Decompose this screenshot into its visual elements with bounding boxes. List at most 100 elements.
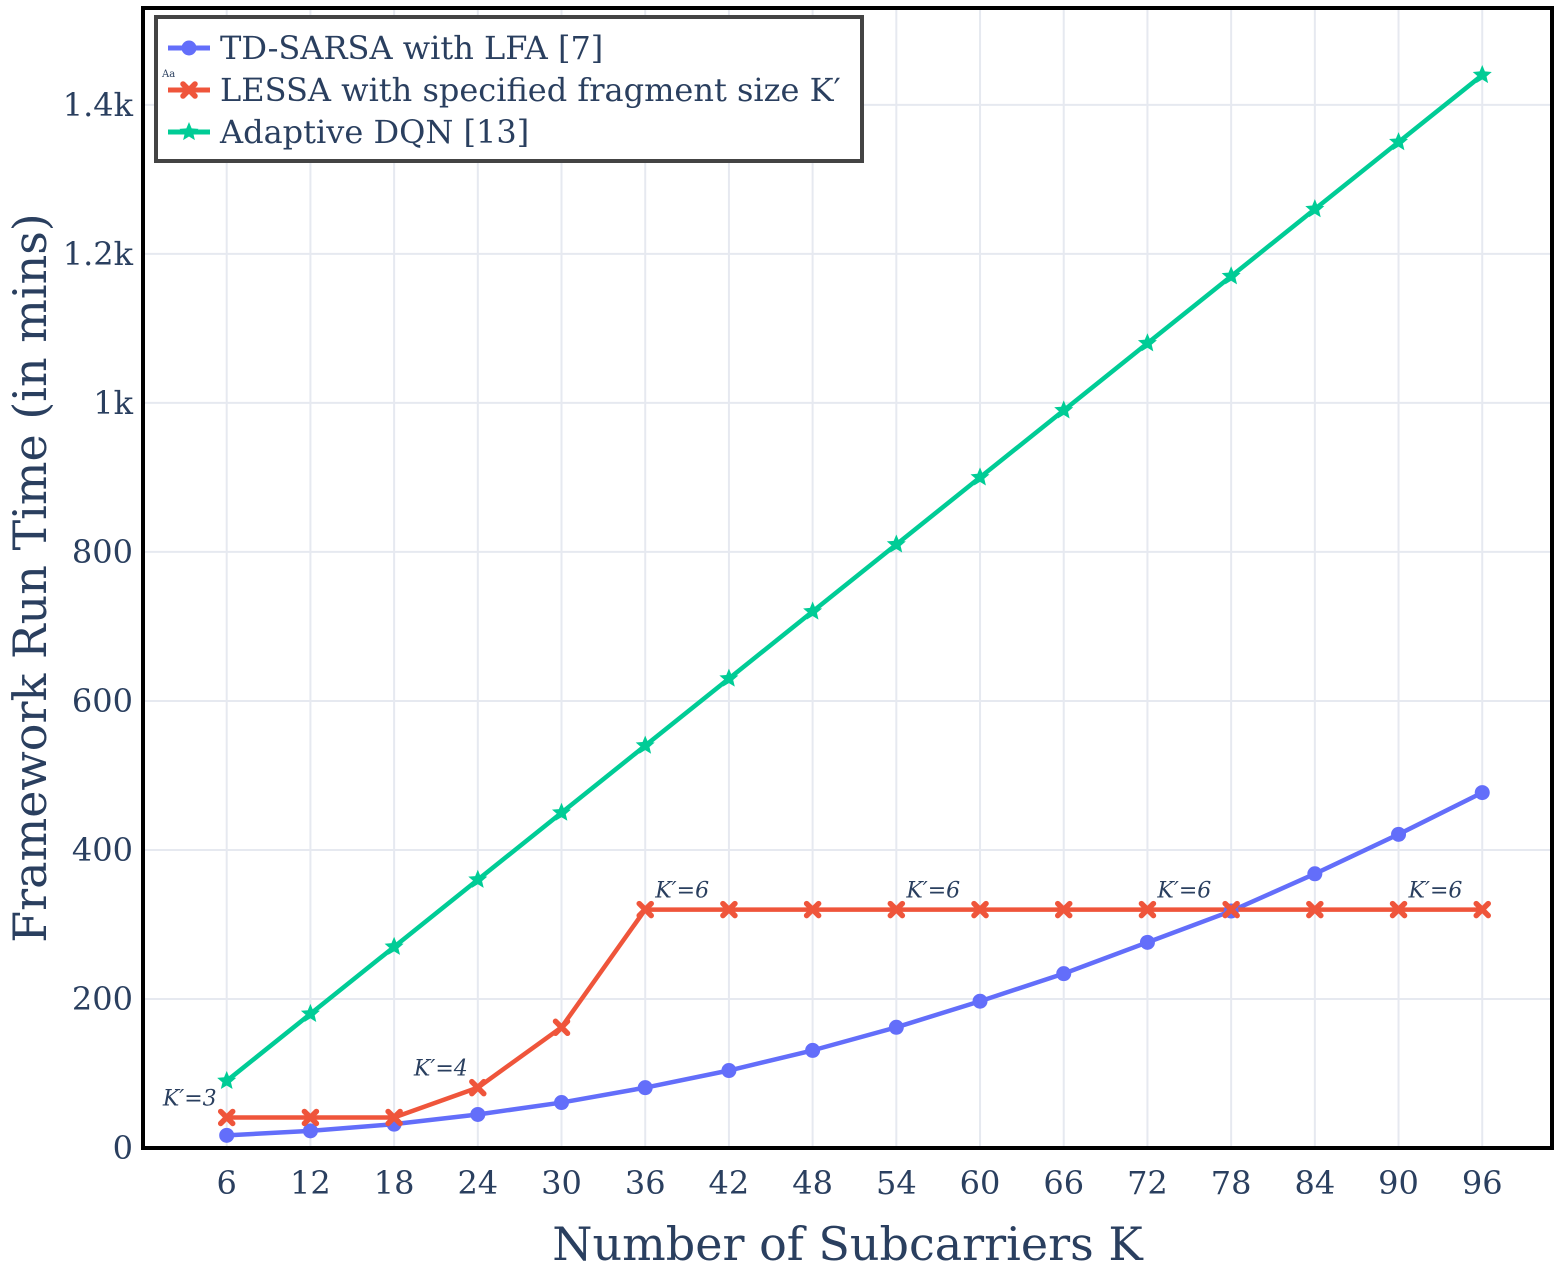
data-point (888, 1019, 904, 1035)
x-tick-label: 6 (217, 1164, 237, 1202)
x-tick-label: 48 (792, 1164, 833, 1202)
x-marker-stroke (1389, 900, 1408, 919)
legend-swatch-marker (179, 122, 199, 141)
annotation-label: K′=3 (162, 1086, 217, 1111)
data-point (1054, 900, 1073, 919)
annotation-label: K′=6 (1156, 879, 1211, 904)
data-point (972, 993, 988, 1009)
y-tick-label: 0 (113, 1129, 133, 1167)
data-point (803, 601, 823, 620)
x-tick-label: 60 (960, 1164, 1001, 1202)
data-point (554, 1095, 570, 1111)
x-marker-stroke (636, 900, 654, 919)
annotation-label: K′=6 (905, 879, 960, 904)
x-tick-label: 66 (1043, 1164, 1084, 1202)
data-point (1054, 400, 1074, 419)
data-point (1307, 866, 1323, 882)
data-point (1137, 333, 1157, 352)
x-tick-label: 54 (876, 1164, 917, 1202)
y-axis-title: Framework Run Time (in mins) (3, 213, 57, 943)
data-point (217, 1070, 237, 1090)
x-tick-label: 78 (1211, 1164, 1252, 1202)
y-tick-label: 1k (93, 384, 133, 422)
x-marker-stroke (971, 900, 989, 919)
data-point (886, 534, 906, 553)
data-point (384, 936, 404, 955)
data-point (971, 900, 989, 919)
legend-box (154, 15, 864, 163)
tick-labels: 6 12 18 24 30 36 42 48 54 60 66 72 78 84 90 96 0 200 400 60… (63, 86, 1503, 1202)
data-point (1391, 826, 1407, 842)
data-point (637, 1080, 653, 1096)
x-marker-stroke (552, 1018, 571, 1037)
x-marker-stroke (1054, 900, 1073, 919)
x-axis-title: Number of Subcarriers K (552, 1217, 1144, 1268)
data-point (636, 900, 654, 919)
legend-swatch-marker (181, 40, 197, 56)
data-point (470, 1106, 486, 1122)
x-tick-label: 30 (541, 1164, 582, 1202)
data-point (217, 1108, 236, 1127)
x-tick-label: 18 (374, 1164, 415, 1202)
x-marker-stroke (217, 1108, 236, 1127)
y-tick-label: 800 (72, 533, 133, 571)
x-marker-stroke (469, 1078, 487, 1097)
x-tick-label: 12 (290, 1164, 331, 1202)
data-point (469, 1078, 487, 1097)
x-tick-label: 36 (625, 1164, 666, 1202)
data-point (887, 900, 906, 919)
x-marker-stroke (1473, 900, 1491, 919)
data-point (552, 802, 572, 821)
legend-label: Adaptive DQN [13] (219, 113, 529, 151)
data-point (468, 869, 488, 888)
series-line-0 (226, 790, 1484, 1138)
data-point (1221, 266, 1241, 285)
annotations: K′=3 K′=4 K′=6 K′=6 K′=6 K′=6 (162, 879, 1463, 1112)
y-tick-label: 1.2k (63, 235, 134, 273)
legend-swatch-marker (180, 81, 198, 99)
x-tick-label: 84 (1294, 1164, 1335, 1202)
data-point (1389, 132, 1409, 151)
series-lines (225, 73, 1484, 1138)
data-point (720, 900, 738, 919)
y-tick-label: 200 (72, 980, 133, 1018)
x-marker-stroke (803, 900, 822, 919)
x-marker-stroke (1306, 900, 1324, 919)
data-point (1474, 785, 1490, 801)
x-tick-label: 90 (1378, 1164, 1419, 1202)
x-marker-stroke (1138, 900, 1157, 919)
x-tick-label: 42 (709, 1164, 750, 1202)
data-point (219, 1127, 235, 1143)
legend: Aa TD-SARSA with LFA [7] LESSA with speci… (154, 15, 864, 163)
data-point (385, 1108, 403, 1127)
data-point (1222, 900, 1240, 919)
data-point (552, 1018, 571, 1037)
data-point (635, 735, 655, 754)
data-point (719, 668, 739, 687)
data-point (1139, 934, 1155, 950)
plot-frame (141, 6, 1554, 1150)
y-tick-label: 1.4k (63, 86, 134, 124)
data-point (1138, 900, 1157, 919)
data-point (721, 1063, 737, 1079)
legend-label: TD-SARSA with LFA [7] (220, 29, 603, 67)
data-point (1305, 199, 1325, 218)
data-point (1472, 65, 1492, 84)
data-point (300, 1003, 320, 1022)
grid (143, 8, 1552, 1148)
data-point (1473, 900, 1491, 919)
x-tick-label: 96 (1462, 1164, 1503, 1202)
data-point (1389, 900, 1408, 919)
data-point (302, 1123, 318, 1139)
y-tick-label: 400 (72, 831, 133, 869)
x-marker-stroke (180, 81, 198, 99)
series-line-2 (225, 73, 1484, 1083)
y-tick-label: 600 (72, 682, 133, 720)
series-line-1 (226, 907, 1483, 1120)
annotation-label: K′=4 (413, 1057, 468, 1082)
x-tick-label: 72 (1127, 1164, 1168, 1202)
legend-marker-text: Aa (161, 69, 175, 80)
data-point (1306, 900, 1324, 919)
